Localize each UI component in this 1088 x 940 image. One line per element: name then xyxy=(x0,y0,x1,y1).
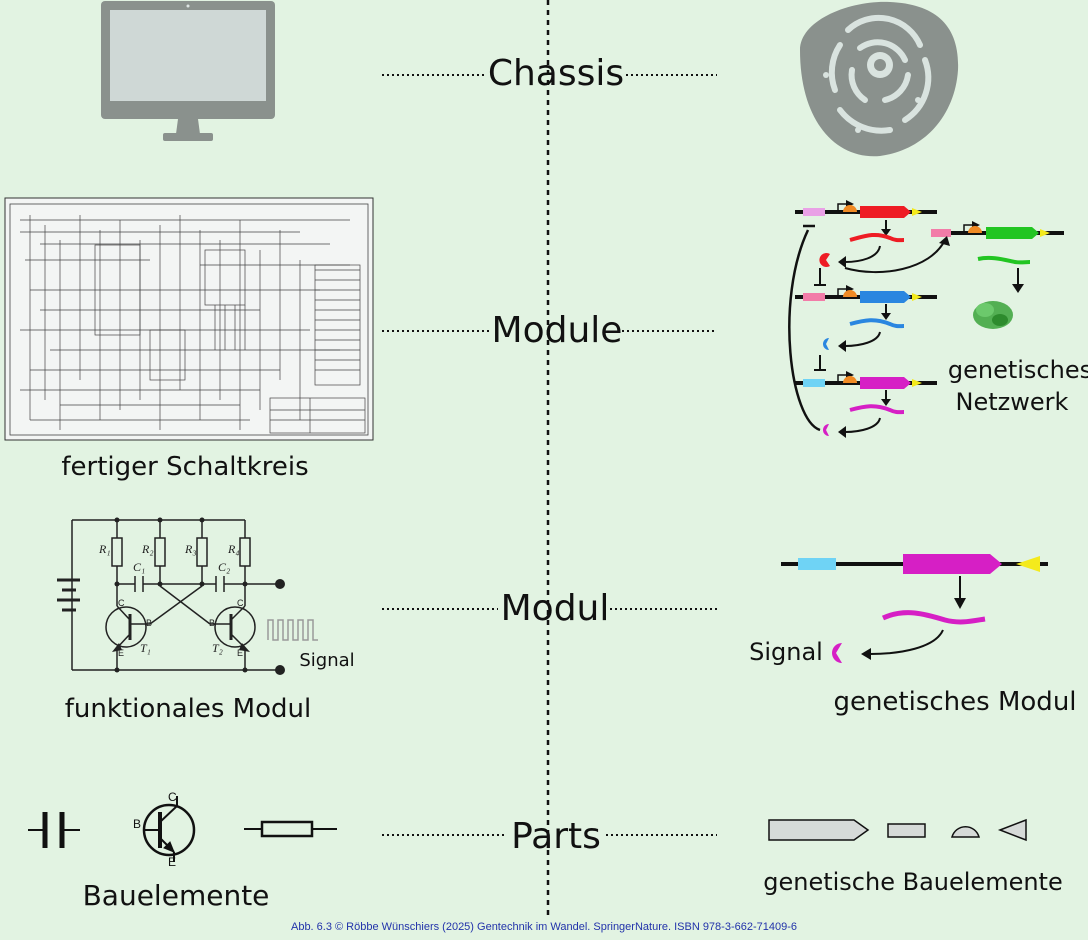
resistor-label-2: R₂ xyxy=(141,542,154,556)
right-signal-label: Signal xyxy=(749,638,823,666)
genetic-parts-caption: genetische Bauelemente xyxy=(763,868,1062,896)
part-pin-e: E xyxy=(168,855,176,869)
pin-label-b2: B xyxy=(209,618,215,628)
pin-label-b1: B xyxy=(146,618,152,628)
transistor-label-2: T₂ xyxy=(212,641,223,655)
capacitor-symbol xyxy=(28,812,80,848)
functional-module-caption: funktionales Modul xyxy=(65,694,311,724)
pin-label-e2: E xyxy=(237,648,243,658)
cell-icon xyxy=(800,1,959,157)
figure-credit: Abb. 6.3 © Röbbe Wünschiers (2025) Gente… xyxy=(290,921,798,933)
transistor-label-1: T₁ xyxy=(140,641,151,655)
promoter-block-icon xyxy=(887,823,926,838)
part-pin-c: C xyxy=(168,790,177,804)
parts-caption: Bauelemente xyxy=(83,879,270,912)
rbs-semicircle-icon xyxy=(951,825,980,838)
terminator-triangle-icon xyxy=(997,818,1027,842)
protein-blob xyxy=(973,301,1013,329)
cds-arrow-icon xyxy=(768,819,870,841)
capacitor-label-1: C₁ xyxy=(133,560,145,574)
layer-label-module: Module xyxy=(492,310,623,351)
network-caption-line2: Netzwerk xyxy=(956,388,1069,416)
circuit-caption: fertiger Schaltkreis xyxy=(61,452,308,482)
layer-label-parts: Parts xyxy=(511,816,601,857)
pin-label-c2: C xyxy=(237,598,244,608)
resistor-label-3: R₃ xyxy=(184,542,197,556)
genetic-parts-symbols xyxy=(768,818,1027,842)
transistor-symbol xyxy=(142,796,196,862)
multivibrator-nodes xyxy=(112,517,285,675)
multivibrator-schematic xyxy=(57,519,318,671)
capacitor-label-2: C₂ xyxy=(218,560,230,574)
network-caption-line1: genetisches xyxy=(948,356,1088,384)
pin-label-c1: C xyxy=(118,598,125,608)
layer-label-modul: Modul xyxy=(501,588,610,629)
left-signal-label: Signal xyxy=(299,650,354,671)
layer-connectors xyxy=(382,74,717,836)
layer-label-chassis: Chassis xyxy=(488,53,624,94)
part-pin-b: B xyxy=(133,817,141,831)
genetic-module-diagram xyxy=(781,554,1048,663)
resistor-label-1: R₁ xyxy=(98,542,111,556)
pin-label-e1: E xyxy=(118,648,124,658)
genetic-network-diagram xyxy=(788,200,1064,438)
resistor-label-4: R₄ xyxy=(227,542,240,556)
resistor-symbol xyxy=(244,820,337,838)
complete-circuit-schematic xyxy=(4,197,374,441)
genetic-module-caption: genetisches Modul xyxy=(833,687,1076,717)
monitor-icon xyxy=(101,1,275,141)
